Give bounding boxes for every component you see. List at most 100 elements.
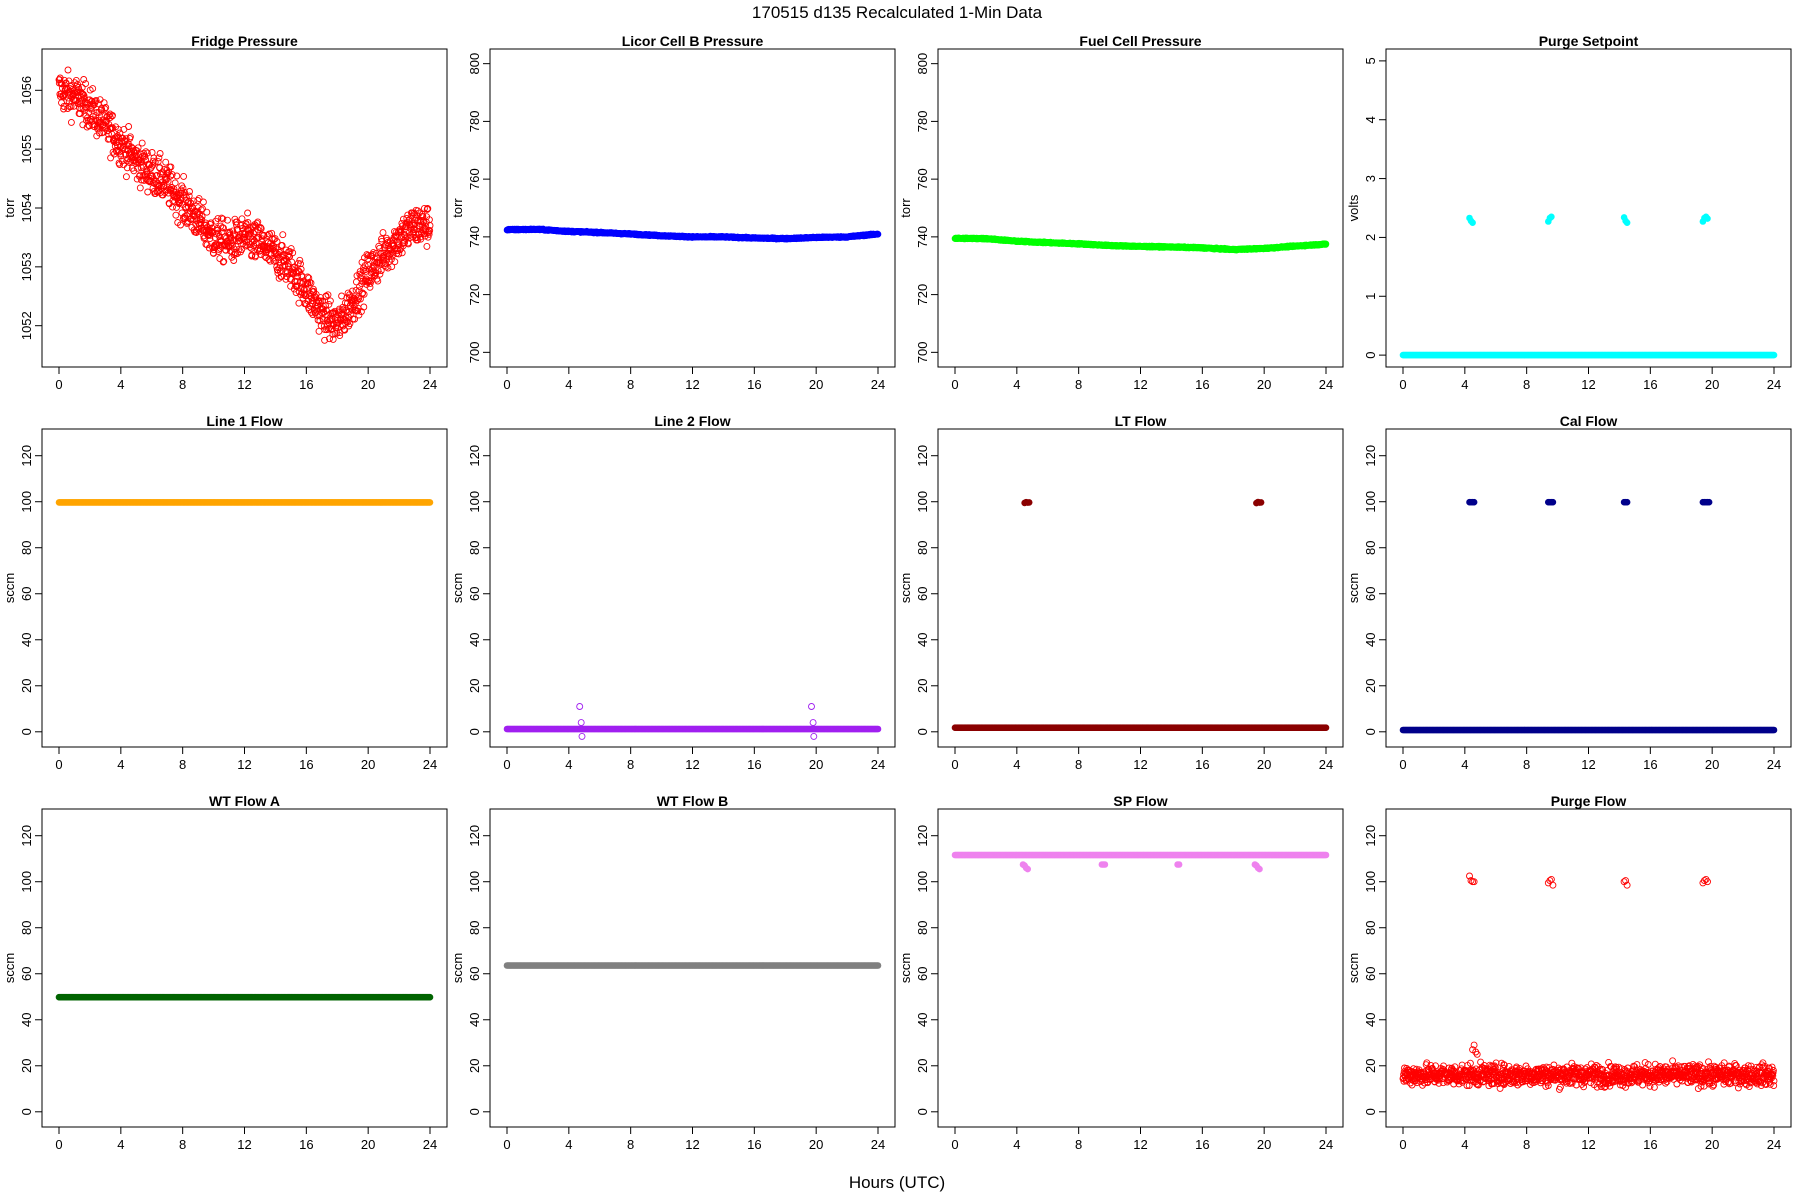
y-tick-label: 740 (467, 226, 482, 248)
x-tick-label: 12 (685, 757, 699, 772)
data-point (149, 157, 157, 165)
data-point (107, 154, 115, 162)
data-point (401, 239, 409, 247)
data-point (168, 171, 176, 179)
y-tick-label: 0 (19, 728, 34, 735)
y-tick-label: 1055 (19, 135, 34, 164)
data-point (376, 244, 384, 252)
data-point (421, 232, 429, 240)
data-point (297, 260, 304, 268)
data-point (180, 191, 188, 199)
data-point (270, 242, 278, 250)
data-point (1704, 215, 1711, 222)
x-tick-label: 24 (871, 377, 885, 392)
data-point (101, 105, 109, 113)
data-point (296, 256, 304, 264)
data-point (76, 110, 84, 118)
data-point (315, 327, 323, 335)
data-point (186, 188, 193, 195)
x-tick-label: 24 (423, 757, 437, 772)
data-point (120, 142, 128, 150)
data-point (384, 249, 392, 257)
data-point (312, 290, 320, 298)
y-tick-label: 40 (19, 633, 34, 647)
data-point (1469, 219, 1476, 226)
data-point (125, 123, 133, 130)
data-point (324, 325, 332, 333)
data-point (121, 146, 129, 154)
y-axis-label: volts (1346, 194, 1361, 221)
panel-title: Purge Setpoint (1539, 33, 1639, 49)
y-tick-label: 720 (467, 284, 482, 306)
data-point (289, 249, 297, 257)
panel-title: Licor Cell B Pressure (622, 33, 764, 49)
data-point (426, 222, 434, 229)
data-point (274, 254, 282, 262)
data-point (184, 199, 192, 207)
y-tick-label: 1052 (19, 311, 34, 340)
data-point (238, 215, 246, 223)
data-point (425, 230, 433, 238)
y-tick-label: 40 (467, 633, 482, 647)
y-tick-label: 120 (467, 445, 482, 467)
data-point (74, 80, 82, 88)
data-point (198, 213, 206, 220)
data-point (245, 230, 253, 238)
data-point (326, 297, 334, 305)
figure-xlabel: Hours (UTC) (849, 1173, 945, 1192)
data-point (74, 100, 82, 107)
x-tick-label: 8 (179, 377, 186, 392)
data-point (138, 176, 145, 184)
data-point (226, 247, 234, 255)
x-tick-label: 20 (1257, 377, 1271, 392)
x-tick-label: 20 (361, 377, 375, 392)
x-tick-label: 4 (117, 377, 124, 392)
data-point (227, 237, 235, 245)
x-tick-label: 8 (1075, 377, 1082, 392)
data-point (376, 270, 384, 278)
data-point (172, 211, 180, 219)
y-axis-label: torr (450, 198, 465, 218)
data-point (341, 326, 349, 334)
data-point (96, 129, 103, 137)
data-point (224, 216, 231, 224)
y-tick-label: 1 (1363, 293, 1378, 300)
data-point (364, 252, 372, 259)
data-point (214, 229, 222, 237)
plot-frame (41, 428, 448, 748)
x-tick-label: 16 (747, 377, 761, 392)
data-point (219, 258, 227, 266)
data-point (325, 300, 333, 308)
x-tick-label: 0 (503, 757, 510, 772)
data-point (80, 92, 88, 100)
data-point (214, 215, 222, 223)
y-tick-label: 780 (467, 111, 482, 133)
data-point (185, 197, 193, 205)
data-point (122, 150, 130, 158)
y-tick-label: 0 (1363, 351, 1378, 358)
data-point (344, 289, 352, 297)
data-point (171, 179, 179, 187)
y-tick-label: 20 (19, 679, 34, 693)
x-tick-label: 8 (627, 377, 634, 392)
data-points (55, 499, 434, 506)
data-point (287, 245, 295, 253)
plot-frame (1385, 48, 1792, 368)
data-point (150, 154, 158, 162)
data-point (1770, 351, 1778, 359)
data-point (203, 208, 211, 216)
data-point (220, 224, 227, 232)
data-point (257, 225, 265, 232)
data-point (389, 251, 397, 259)
y-tick-label: 60 (467, 587, 482, 601)
data-point (233, 218, 241, 226)
y-tick-label: 2 (1363, 234, 1378, 241)
y-tick-label: 100 (19, 491, 34, 513)
x-tick-label: 4 (565, 757, 572, 772)
data-point (155, 154, 163, 162)
